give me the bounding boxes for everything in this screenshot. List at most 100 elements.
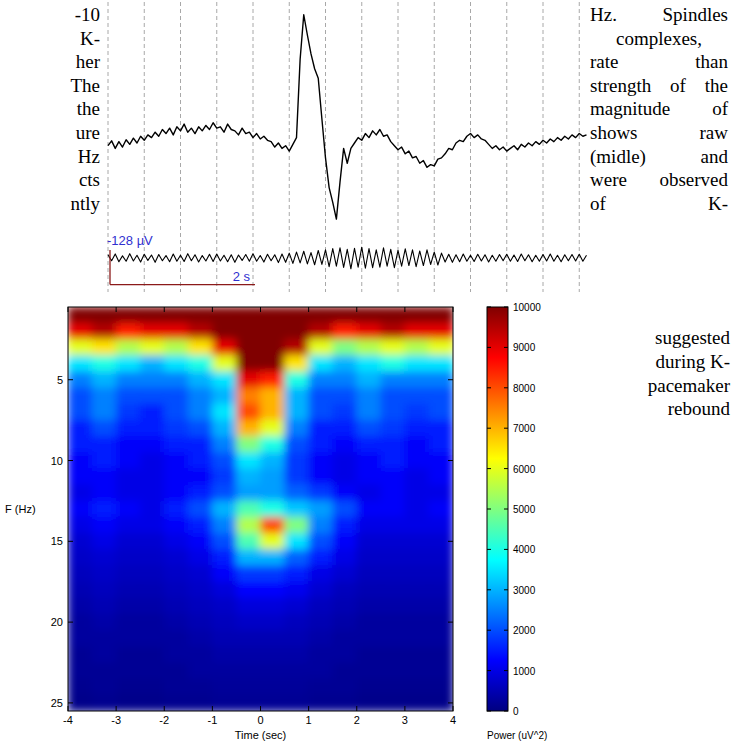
heatmap-cell	[236, 323, 261, 340]
heatmap-cell	[188, 663, 213, 680]
heatmap-cell	[429, 566, 453, 583]
heatmap-cell	[68, 469, 93, 486]
heatmap-cell	[140, 404, 165, 421]
heatmap-cell	[285, 679, 310, 696]
heatmap-cell	[405, 323, 430, 340]
x-tick-label: 0	[257, 714, 263, 726]
heatmap-cell	[164, 452, 189, 469]
x-tick	[308, 307, 309, 312]
heatmap-cell	[236, 501, 261, 518]
colorbar-tick	[504, 589, 508, 590]
heatmap-cell	[92, 420, 117, 437]
heatmap-cell	[429, 630, 453, 647]
heatmap-cell	[405, 436, 430, 453]
heatmap-cell	[140, 323, 165, 340]
heatmap-cell	[236, 420, 261, 437]
heatmap-cell	[116, 323, 141, 340]
heatmap-cell	[261, 436, 286, 453]
word: (midle)	[590, 146, 646, 168]
heatmap-cell	[357, 323, 382, 340]
heatmap-cell	[236, 679, 261, 696]
heatmap-cell	[188, 307, 213, 324]
colorbar-tick	[487, 670, 491, 671]
heatmap-cell	[236, 388, 261, 405]
x-tick-label: -3	[111, 714, 121, 726]
x-tick	[116, 307, 117, 312]
heatmap-cell	[236, 307, 261, 324]
colorbar-tick	[504, 347, 508, 348]
colorbar-tick-label: 4000	[513, 544, 536, 555]
heatmap-cell	[188, 566, 213, 583]
heatmap-cell	[333, 469, 358, 486]
x-tick-label: -1	[207, 714, 217, 726]
heatmap-cell	[140, 582, 165, 599]
heatmap-cell	[140, 614, 165, 631]
colorbar-tick	[487, 307, 491, 308]
heatmap-cell	[309, 404, 334, 421]
heatmap-cell	[333, 436, 358, 453]
heatmap-cell	[92, 646, 117, 663]
heatmap-cell	[164, 614, 189, 631]
heatmap-cell	[309, 549, 334, 566]
heatmap-cell	[236, 372, 261, 389]
heatmap-cell	[164, 566, 189, 583]
heatmap-cell	[212, 614, 237, 631]
grid-line	[543, 2, 544, 292]
heatmap-cell	[188, 452, 213, 469]
heatmap-cell	[140, 646, 165, 663]
heatmap-cell	[261, 598, 286, 615]
heatmap-cell	[68, 679, 93, 696]
heatmap-cell	[333, 663, 358, 680]
colorbar-tick	[487, 387, 491, 388]
heatmap-cell	[140, 485, 165, 502]
heatmap-cell	[188, 517, 213, 534]
heatmap-cell	[212, 307, 237, 324]
word: Spindles	[663, 4, 728, 26]
heatmap-cell	[285, 663, 310, 680]
heatmap-cell	[92, 517, 117, 534]
colorbar-tick	[487, 509, 491, 510]
heatmap-cell	[285, 614, 310, 631]
heatmap-cell	[212, 404, 237, 421]
heatmap-cell	[68, 501, 93, 518]
heatmap-cell	[140, 533, 165, 550]
heatmap-cell	[236, 646, 261, 663]
heatmap-cell	[164, 695, 189, 711]
heatmap-cell	[188, 582, 213, 599]
heatmap-cell	[261, 420, 286, 437]
heatmap-cell	[68, 339, 93, 356]
heatmap-cell	[405, 582, 430, 599]
heatmap-cell	[116, 517, 141, 534]
heatmap-cell	[429, 323, 453, 340]
colorbar-tick-label: 3000	[513, 585, 536, 596]
heatmap-cell	[333, 614, 358, 631]
word: of	[670, 75, 686, 97]
heatmap-cell	[333, 549, 358, 566]
heatmap-cell	[429, 420, 453, 437]
heatmap-cell	[405, 420, 430, 437]
heatmap-cell	[309, 501, 334, 518]
heatmap-cell	[68, 582, 93, 599]
heatmap-cell	[309, 582, 334, 599]
heatmap-cell	[92, 469, 117, 486]
body-text-line: suggested	[590, 327, 730, 349]
heatmap-cell	[357, 614, 382, 631]
plot-frame	[68, 307, 453, 711]
heatmap-cell	[333, 517, 358, 534]
x-tick	[68, 307, 69, 312]
figure: -128 µV2 s-4-3-2-101234510152025Time (se…	[0, 0, 741, 747]
y-tick-label: 25	[51, 697, 63, 709]
colorbar-tick	[487, 630, 491, 631]
heatmap-cell	[116, 598, 141, 615]
body-text-line: -10	[0, 4, 100, 26]
heatmap-cell	[261, 517, 286, 534]
heatmap-cell	[236, 614, 261, 631]
heatmap-cell	[92, 549, 117, 566]
grid-line	[180, 2, 181, 292]
heatmap-cell	[381, 614, 406, 631]
heatmap-cell	[164, 598, 189, 615]
heatmap-cell	[333, 420, 358, 437]
heatmap-cell	[116, 695, 141, 711]
word: observed	[659, 169, 728, 191]
heatmap-cell	[164, 646, 189, 663]
